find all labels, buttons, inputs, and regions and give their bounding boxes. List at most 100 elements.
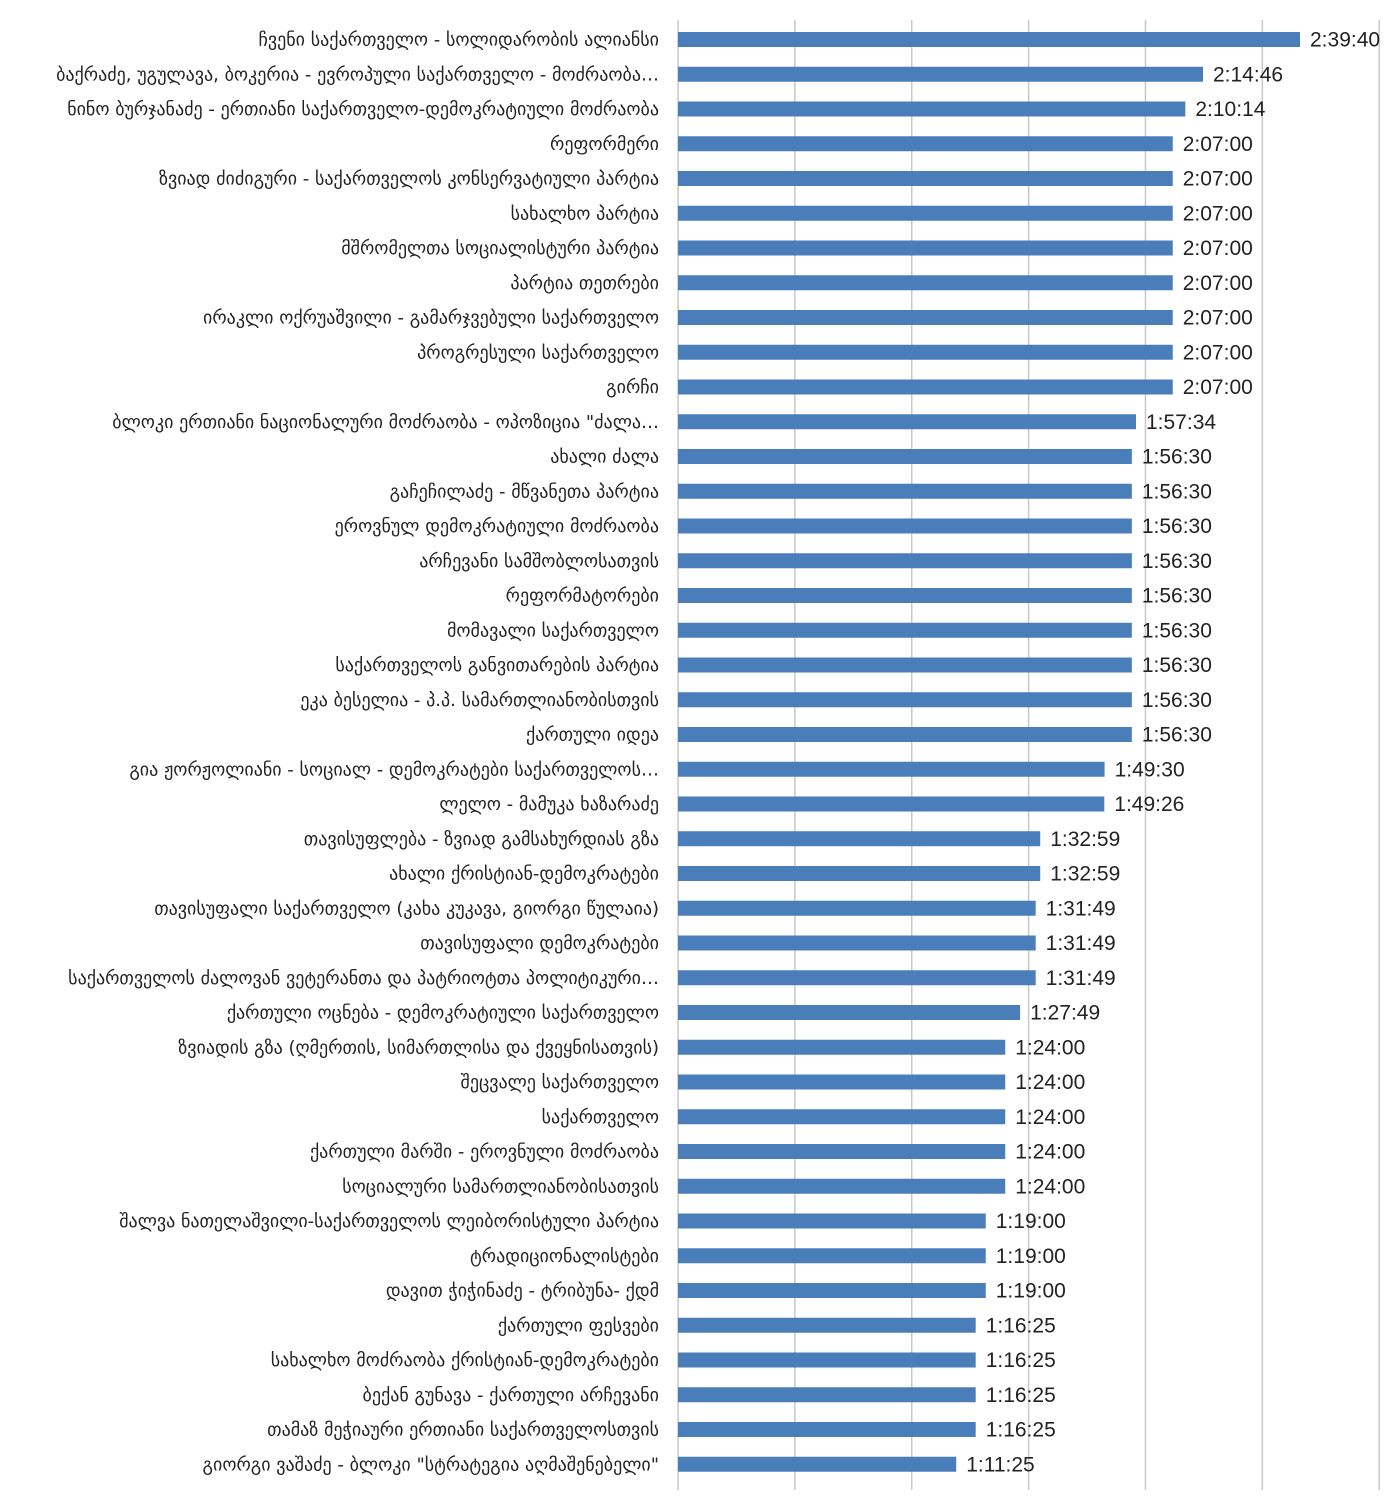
bar: [678, 935, 1036, 951]
category-label: ზვიადის გზა (ღმერთის, სიმართლისა და ქვეყ…: [178, 1037, 659, 1058]
bar: [678, 761, 1105, 777]
data-label: 1:31:49: [1046, 967, 1116, 990]
category-label: მომავალი საქართველო: [447, 620, 659, 641]
bar: [678, 900, 1036, 916]
bar: [678, 831, 1041, 847]
data-label: 1:27:49: [1030, 1002, 1100, 1025]
bar: [678, 275, 1173, 291]
data-label: 1:24:00: [1015, 1141, 1085, 1164]
data-label: 1:19:00: [996, 1245, 1066, 1268]
bar: [678, 1005, 1021, 1020]
data-label: 2:07:00: [1183, 133, 1253, 156]
data-label: 1:16:25: [986, 1349, 1056, 1372]
data-label: 2:07:00: [1183, 341, 1253, 364]
data-label: 1:24:00: [1015, 1071, 1085, 1094]
bar: [678, 344, 1173, 360]
bar: [678, 101, 1186, 117]
bar: [678, 1039, 1006, 1055]
category-label: ნინო ბურჯანაძე - ერთიანი საქართველო-დემო…: [67, 99, 659, 120]
category-label: ქართული ფესვები: [498, 1315, 659, 1336]
category-label: ეროვნულ დემოკრატიული მოძრაობა: [335, 516, 659, 537]
bar: [678, 32, 1300, 47]
data-label: 1:56:30: [1142, 515, 1212, 538]
category-label: ბლოკი ერთიანი ნაციონალური მოძრაობა - ოპო…: [112, 412, 659, 433]
bar: [678, 483, 1132, 499]
data-label: 1:57:34: [1146, 411, 1216, 434]
data-label: 1:16:25: [986, 1384, 1056, 1407]
data-label: 1:49:26: [1114, 793, 1184, 816]
category-label: გია ჟორჟოლიანი - სოციალ - დემოკრატები სა…: [129, 759, 659, 780]
data-label: 1:19:00: [996, 1210, 1066, 1233]
data-label: 2:07:00: [1183, 202, 1253, 225]
bar: [678, 622, 1132, 638]
data-label: 1:24:00: [1015, 1106, 1085, 1129]
category-label: პროგრესული საქართველო: [417, 342, 659, 363]
bar: [678, 171, 1173, 186]
bar: [678, 1317, 976, 1333]
category-label: საქართველო: [542, 1107, 659, 1128]
category-label: შეცვალე საქართველო: [461, 1072, 659, 1093]
category-label: დავით ჭიჭინაძე - ტრიბუნა- ქდმ: [386, 1281, 659, 1302]
category-label: ბექან გუნავა - ქართული არჩევანი: [363, 1385, 659, 1406]
category-label: გირჩი: [606, 377, 659, 398]
data-label: 1:19:00: [996, 1280, 1066, 1303]
category-label: ახალი ქრისტიან-დემოკრატები: [389, 864, 659, 885]
data-label: 2:39:40: [1310, 29, 1380, 52]
bar: [678, 1213, 986, 1229]
bar: [678, 414, 1136, 430]
data-label: 1:24:00: [1015, 1036, 1085, 1059]
gridlines: [677, 20, 1380, 1490]
category-label: სახალხო პარტია: [511, 203, 659, 224]
bar: [678, 657, 1132, 673]
data-label: 1:16:25: [986, 1419, 1056, 1442]
data-label: 1:56:30: [1142, 619, 1212, 642]
data-label: 1:56:30: [1142, 689, 1212, 712]
bar: [678, 1074, 1006, 1090]
bar: [678, 1283, 986, 1298]
data-label: 1:31:49: [1046, 897, 1116, 920]
bar: [678, 205, 1173, 221]
bar: [678, 240, 1173, 256]
category-label: ზვიად ძიძიგური - საქართველოს კონსერვატიუ…: [159, 169, 659, 190]
category-labels: ჩვენი საქართველო - სოლიდარობის ალიანსი ბა…: [56, 30, 659, 1476]
data-label: 1:56:30: [1142, 585, 1212, 608]
category-label: საქართველოს განვითარების პარტია: [335, 655, 659, 676]
category-label: ბაქრაძე, უგულავა, ბოკერია - ევროპული საქ…: [56, 64, 659, 85]
category-label: გიორგი ვაშაძე - ბლოკი "სტრატეგია აღმაშენ…: [203, 1454, 659, 1475]
category-label: ტრადიციონალისტები: [470, 1246, 659, 1267]
data-label: 2:07:00: [1183, 307, 1253, 330]
category-label: გაჩეჩილაძე - მწვანეთა პარტია: [390, 481, 659, 502]
bar: [678, 1352, 976, 1368]
bar: [678, 866, 1041, 881]
data-label: 1:56:30: [1142, 550, 1212, 573]
bar: [678, 136, 1173, 152]
data-label: 1:11:25: [966, 1453, 1035, 1476]
category-label: თავისუფლება - ზვიად გამსახურდიას გზა: [304, 829, 659, 850]
category-label: საქართველოს ძალოვან ვეტერანთა და პატრიოტ…: [68, 968, 659, 989]
bar: [678, 1422, 976, 1437]
bar: [678, 796, 1105, 812]
bar: [678, 1144, 1006, 1159]
category-label: ირაკლი ოქრუაშვილი - გამარჯვებული საქართვ…: [203, 308, 659, 329]
category-label: ქართული იდეა: [526, 725, 659, 746]
category-label: ჩვენი საქართველო - სოლიდარობის ალიანსი: [259, 30, 660, 51]
category-label: რეფორმატორები: [506, 586, 659, 607]
data-label: 1:31:49: [1046, 932, 1116, 955]
data-label: 2:14:46: [1213, 63, 1283, 86]
category-label: თავისუფალი საქართველო (კახა კუკავა, გიორ…: [154, 898, 659, 919]
bars: [678, 32, 1300, 1472]
bar: [678, 449, 1132, 464]
data-label: 1:24:00: [1015, 1175, 1085, 1198]
data-label: 1:49:30: [1115, 758, 1185, 781]
category-label: ლელო - მამუკა ხაზარაძე: [439, 794, 659, 815]
category-label: სახალხო მოძრაობა ქრისტიან-დემოკრატები: [271, 1350, 659, 1371]
bar: [678, 1178, 1006, 1194]
data-label: 1:32:59: [1050, 828, 1120, 851]
data-label: 2:07:00: [1183, 376, 1253, 399]
data-label: 2:10:14: [1195, 98, 1265, 121]
value-labels: 2:39:40 2:14:46 2:10:14 2:07:00 2:07:00 2:07:…: [966, 29, 1380, 1477]
bar: [678, 66, 1203, 82]
category-label: ახალი ძალა: [550, 447, 659, 468]
bar: [678, 1456, 957, 1472]
